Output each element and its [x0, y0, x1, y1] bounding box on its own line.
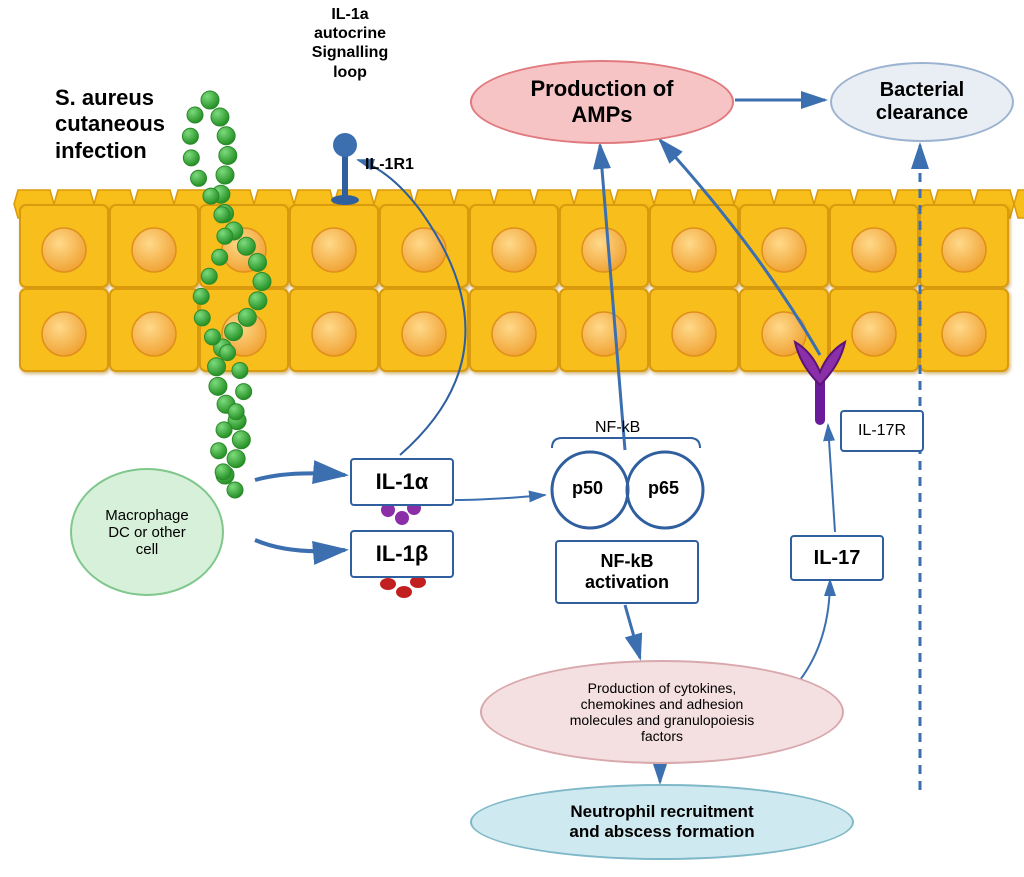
il17r-box: IL-17R: [840, 410, 924, 452]
epithelial-cells: [20, 205, 1008, 371]
il1b-box: IL-1β: [350, 530, 454, 578]
title-block: S. aureus cutaneous infection: [55, 85, 165, 164]
p65-label: p65: [648, 478, 679, 500]
il1a-loop-label: IL-1a autocrine Signalling loop: [300, 5, 400, 82]
p50-label: p50: [572, 478, 603, 500]
il1b-molecules: [380, 576, 426, 598]
il1a-box: IL-1α: [350, 458, 454, 506]
nfkb-top-label: NF-kB: [595, 418, 640, 437]
cytokines-ellipse: Production of cytokines, chemokines and …: [480, 660, 844, 764]
clearance-ellipse: Bacterial clearance: [830, 62, 1014, 142]
neutrophil-ellipse: Neutrophil recruitment and abscess forma…: [470, 784, 854, 860]
macrophage-ellipse: Macrophage DC or other cell: [70, 468, 224, 596]
nfkb-activation-box: NF-kB activation: [555, 540, 699, 604]
title-line3: infection: [55, 138, 147, 163]
title-line1: S. aureus: [55, 85, 154, 110]
amp-ellipse: Production of AMPs: [470, 60, 734, 144]
il1r1-label: IL-1R1: [365, 155, 414, 174]
il17-box: IL-17: [790, 535, 884, 581]
title-line2: cutaneous: [55, 111, 165, 136]
